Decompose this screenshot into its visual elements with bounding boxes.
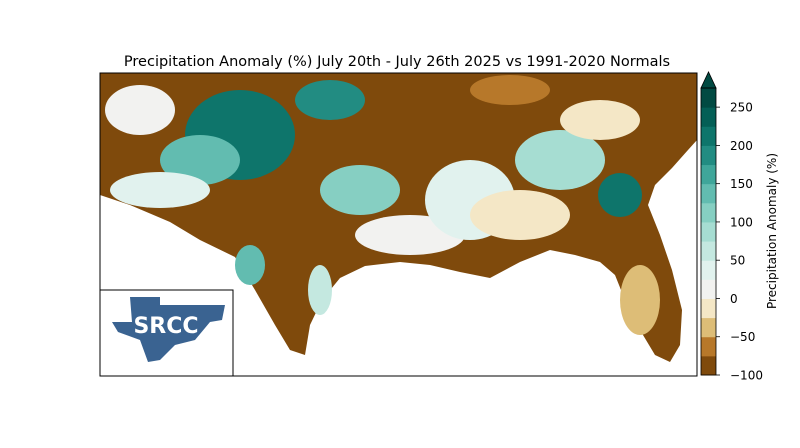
colorbar-band	[701, 355, 716, 376]
colorbar-tick-label: 200	[730, 139, 753, 153]
colorbar-band	[701, 221, 716, 242]
colorbar-outline	[700, 87, 717, 376]
map-frame	[99, 72, 698, 377]
colorbar-label: Precipitation Anomaly (%)	[765, 153, 779, 309]
colorbar-band	[701, 202, 716, 223]
colorbar: −100 −50 0 50 100 150 200 250	[700, 71, 763, 383]
colorbar-tick-label: 50	[730, 254, 745, 268]
colorbar-band	[701, 126, 716, 146]
colorbar-band	[701, 183, 716, 204]
logo-shape	[112, 297, 225, 362]
colorbar-tick-label: 150	[730, 177, 753, 191]
colorbar-band	[701, 317, 716, 338]
colorbar-tick-label: 0	[730, 292, 738, 306]
colorbar-band	[701, 241, 716, 261]
colorbar-band	[701, 88, 716, 108]
logo-text: SRCC	[133, 314, 198, 339]
colorbar-tick-label: −50	[730, 330, 755, 344]
colorbar-band	[701, 107, 716, 127]
colorbar-tick-label: 100	[730, 215, 753, 229]
colorbar-band	[701, 279, 716, 299]
colorbar-tick-label: −100	[730, 369, 763, 383]
colorbar-band	[701, 336, 716, 357]
colorbar-extend	[700, 71, 717, 89]
logo: SRCC	[99, 289, 234, 377]
map	[99, 72, 698, 377]
colorbar-band	[701, 260, 716, 280]
colorbar-tick-label: 250	[730, 101, 753, 115]
colorbar-band	[701, 164, 716, 185]
map-title: Precipitation Anomaly (%) July 20th - Ju…	[124, 54, 670, 70]
colorbar-band	[701, 298, 716, 319]
precip-patches	[105, 75, 660, 335]
colorbar-band	[701, 145, 716, 166]
